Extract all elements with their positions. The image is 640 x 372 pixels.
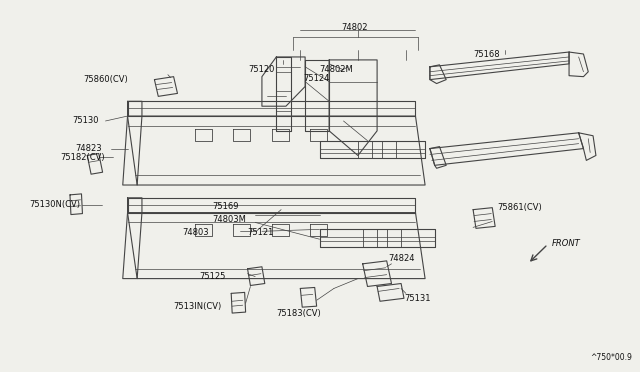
Text: 75861(CV): 75861(CV) [497, 203, 542, 212]
Text: FRONT: FRONT [552, 238, 580, 248]
Text: 7513IN(CV): 7513IN(CV) [173, 302, 222, 311]
Text: 75169: 75169 [212, 202, 239, 211]
Text: 75182(CV): 75182(CV) [60, 153, 105, 162]
Text: 74803M: 74803M [212, 215, 246, 224]
Text: 75130N(CV): 75130N(CV) [29, 200, 81, 209]
Text: 74824: 74824 [388, 254, 415, 263]
Text: 75124: 75124 [303, 74, 330, 83]
Text: 75120: 75120 [248, 65, 275, 74]
Text: 75183(CV): 75183(CV) [276, 308, 321, 318]
Text: 74803: 74803 [182, 228, 209, 237]
Text: ^750*00.9: ^750*00.9 [590, 353, 632, 362]
Text: 74802M: 74802M [319, 65, 353, 74]
Text: 75130: 75130 [72, 116, 99, 125]
Text: 75125: 75125 [200, 272, 226, 281]
Text: 74823: 74823 [76, 144, 102, 153]
Text: 74802: 74802 [342, 23, 368, 32]
Text: 75131: 75131 [404, 294, 431, 303]
Text: 75121: 75121 [248, 228, 274, 237]
Text: 75168: 75168 [473, 49, 500, 58]
Text: 75860(CV): 75860(CV) [83, 75, 128, 84]
